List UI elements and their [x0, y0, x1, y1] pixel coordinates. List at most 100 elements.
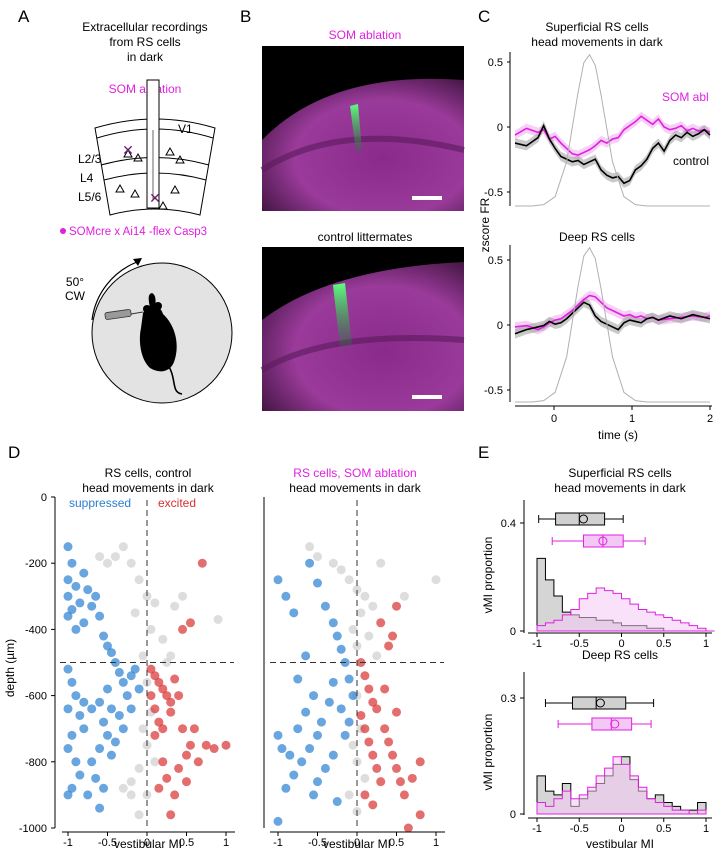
neuron-triangle [158, 200, 168, 210]
panel-c-letter: C [478, 7, 490, 26]
scatter-point-excited [415, 810, 425, 820]
d-yticks: 0 -200 -400 -600 -800 -1000 [19, 492, 55, 835]
e-top-xtick-label: 1 [703, 638, 709, 650]
panel-c-bottom-title: Deep RS cells [559, 230, 635, 244]
d-left-scatter [60, 500, 234, 828]
e-xlabel: vestibular MI [586, 837, 654, 851]
scatter-point-not-modulated [130, 608, 140, 618]
scatter-point-excited [372, 704, 382, 714]
neuron-triangle [133, 152, 143, 162]
scatter-point-not-modulated [352, 585, 362, 595]
e-top-histogram [536, 512, 715, 632]
scatter-point-suppressed [67, 783, 77, 793]
scatter-point-not-modulated [344, 790, 354, 800]
d-xtick-label: -1 [63, 837, 73, 849]
scatter-point-suppressed [79, 618, 89, 628]
scatter-point-excited [360, 790, 370, 800]
som-ablated-marker: ✕ [122, 142, 134, 158]
histogram-som-ablation [536, 756, 707, 815]
scatter-point-excited [368, 697, 378, 707]
e-bottom-ytick-label: 0 [510, 809, 516, 821]
genotype-label: SOMcre x Ai14 -flex Casp3 [69, 226, 207, 238]
scatter-point-suppressed [122, 691, 132, 701]
scatter-point-suppressed [95, 803, 105, 813]
scatter-point-not-modulated [344, 575, 354, 585]
scatter-point-excited [197, 558, 207, 568]
scatter-point-suppressed [332, 631, 342, 641]
scatter-point-suppressed [67, 605, 77, 615]
scatter-point-excited [360, 724, 370, 734]
scatter-point-suppressed [328, 677, 338, 687]
series-line-stimulus [515, 246, 710, 403]
scatter-point-not-modulated [356, 608, 366, 618]
c-bottom-ytick-label: 0.5 [488, 255, 503, 267]
scatter-point-not-modulated [126, 558, 136, 568]
scatter-point-not-modulated [376, 558, 386, 568]
scatter-point-not-modulated [360, 591, 370, 601]
scatter-point-excited [368, 800, 378, 810]
d-xtick-label: 0.5 [179, 837, 194, 849]
scatter-point-excited [193, 757, 203, 767]
d-left-title-line2: head movements in dark [82, 481, 214, 495]
scatter-point-suppressed [281, 591, 291, 601]
scatter-point-suppressed [95, 611, 105, 621]
c-bottom-ytick-label: -0.5 [484, 385, 503, 397]
sem-band-control [515, 120, 710, 188]
scatter-point-suppressed [95, 697, 105, 707]
scatter-point-suppressed [130, 664, 140, 674]
scatter-point-excited [154, 783, 164, 793]
scatter-point-suppressed [285, 750, 295, 760]
scatter-point-suppressed [110, 737, 120, 747]
scatter-point-not-modulated [372, 651, 382, 661]
scatter-point-suppressed [87, 757, 97, 767]
scatter-point-suppressed [103, 684, 112, 694]
scatter-point-excited [174, 763, 184, 773]
scatter-point-not-modulated [399, 591, 409, 601]
d-xtick-label: 1 [433, 837, 439, 849]
scatter-point-not-modulated [138, 651, 148, 661]
e-top-ytick-label: 0 [510, 626, 516, 638]
scatter-point-excited [150, 730, 160, 740]
scatter-point-suppressed [99, 631, 109, 641]
scatter-point-suppressed [332, 797, 342, 807]
scatter-point-not-modulated [103, 558, 112, 568]
d-xtick-label: 0.5 [389, 837, 404, 849]
scatter-point-excited [376, 777, 386, 787]
scatter-point-not-modulated [150, 757, 160, 767]
scatter-point-excited [403, 823, 413, 833]
scatter-point-not-modulated [150, 598, 160, 608]
scatter-point-suppressed [67, 558, 77, 568]
scatter-point-excited [178, 724, 188, 734]
scatter-point-excited [178, 624, 188, 634]
scatter-point-suppressed [83, 585, 93, 595]
d-legend-suppressed: suppressed [69, 496, 131, 510]
scatter-point-excited [154, 717, 164, 727]
neuron-triangle [175, 154, 185, 164]
scatter-point-not-modulated [364, 631, 374, 641]
boxplot-mean [598, 536, 608, 546]
rotation-arrowhead [133, 258, 142, 266]
series-line-stimulus [515, 53, 710, 207]
scatter-point-not-modulated [166, 651, 176, 661]
scatter-point-excited [372, 763, 382, 773]
scatter-point-excited [150, 671, 160, 681]
scatter-point-not-modulated [328, 558, 338, 568]
scatter-point-suppressed [293, 674, 303, 684]
cortex-schematic [94, 79, 216, 216]
scatter-point-suppressed [106, 704, 116, 714]
scatter-point-suppressed [316, 717, 326, 727]
e-top-ylabel: vMI proportion [481, 537, 495, 614]
scatter-point-suppressed [301, 707, 311, 717]
scatter-point-suppressed [83, 790, 93, 800]
scatter-point-suppressed [340, 730, 350, 740]
layer-label-l4: L4 [80, 171, 94, 185]
boxplot-mean [610, 719, 620, 729]
boxplot-box [555, 512, 606, 526]
scatter-point-suppressed [289, 608, 299, 618]
genotype-bullet [60, 228, 66, 234]
d-xtick-label: 0 [144, 837, 150, 849]
e-top-ytick-label: 0.4 [501, 518, 516, 530]
scatter-point-excited [364, 737, 374, 747]
scatter-point-excited [364, 684, 374, 694]
scatter-point-excited [388, 750, 398, 760]
